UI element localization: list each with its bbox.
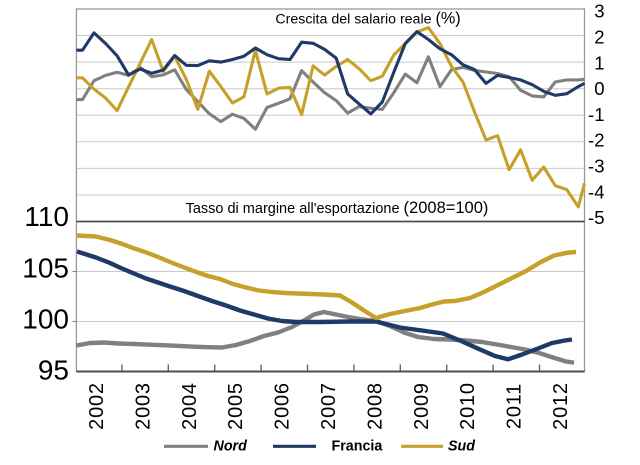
svg-text:105: 105 (22, 253, 69, 284)
svg-text:Francia: Francia (332, 438, 384, 454)
svg-text:2005: 2005 (225, 382, 247, 430)
svg-text:Tasso di margine all'esportazi: Tasso di margine all'esportazione (2008=… (186, 199, 489, 217)
svg-text:100: 100 (22, 303, 69, 334)
svg-text:2012: 2012 (550, 382, 572, 430)
svg-text:2011: 2011 (504, 383, 526, 429)
svg-text:-5: -5 (588, 207, 604, 228)
svg-text:95: 95 (38, 355, 69, 386)
svg-text:2009: 2009 (411, 382, 433, 430)
svg-text:2010: 2010 (457, 382, 479, 430)
svg-text:0: 0 (594, 78, 604, 99)
svg-text:3: 3 (594, 1, 604, 22)
svg-text:2003: 2003 (132, 382, 154, 430)
svg-text:Crescita del salario reale (%): Crescita del salario reale (%) (275, 10, 460, 28)
svg-text:2: 2 (594, 27, 604, 48)
svg-text:Nord: Nord (214, 438, 248, 454)
svg-text:2002: 2002 (86, 382, 108, 430)
svg-text:-1: -1 (588, 104, 604, 125)
svg-text:2007: 2007 (318, 382, 340, 430)
svg-text:-3: -3 (588, 156, 604, 177)
svg-text:-2: -2 (588, 130, 604, 151)
svg-text:-4: -4 (588, 181, 604, 202)
svg-text:Sud: Sud (448, 438, 475, 454)
svg-text:2006: 2006 (272, 382, 294, 430)
svg-text:2004: 2004 (179, 382, 201, 430)
svg-text:1: 1 (594, 52, 604, 73)
svg-text:2008: 2008 (364, 382, 386, 430)
svg-text:110: 110 (24, 201, 69, 232)
